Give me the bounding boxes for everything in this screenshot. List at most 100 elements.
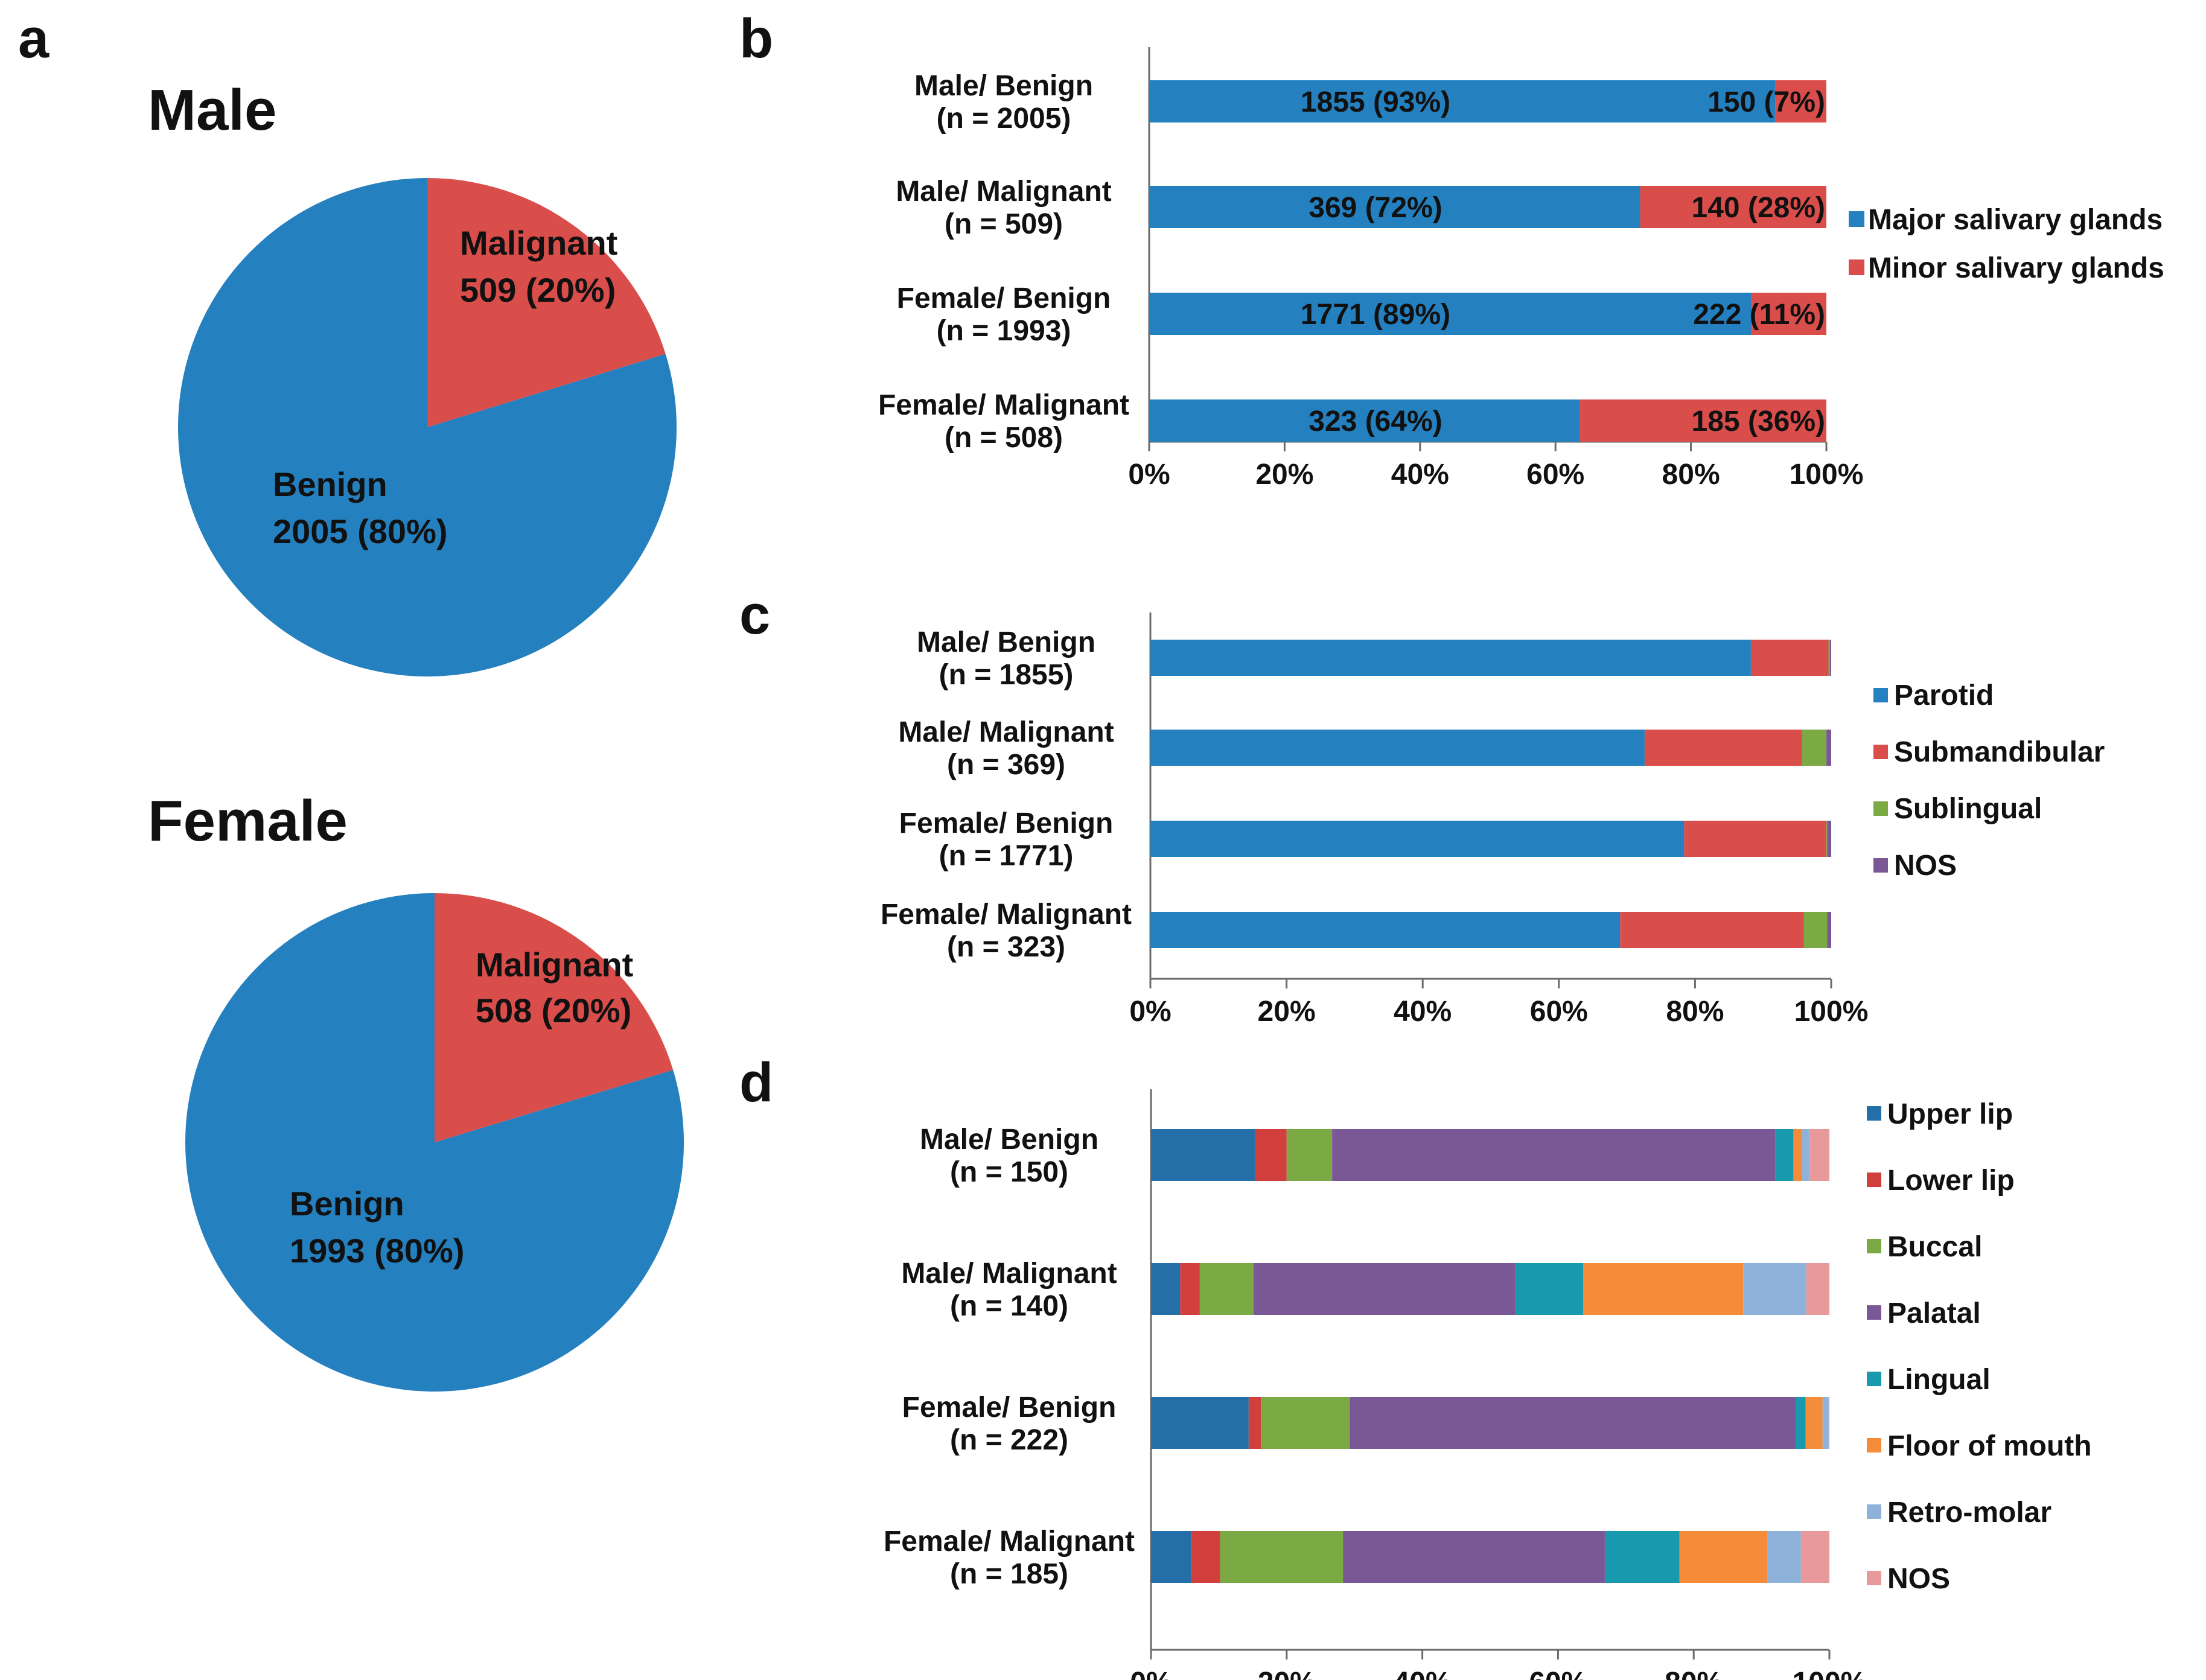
legend-swatch-major [1849, 211, 1864, 227]
x-tick-label: 100% [1793, 1667, 1867, 1680]
panel-letter-d: d [739, 1052, 773, 1113]
panel-letter-a: a [18, 8, 49, 69]
bar-segment-lower-lip [1248, 1397, 1261, 1449]
legend-label-sublingual: Sublingual [1894, 793, 2042, 825]
legend-swatch-submandibular [1873, 745, 1888, 759]
bar-segment-submandibular [1684, 821, 1827, 857]
legend-d: Upper lip Lower lip Buccal Palatal Lingu… [1867, 1098, 2092, 1595]
category-label: Female/ Benign [897, 282, 1111, 314]
bar-segment-buccal [1261, 1397, 1350, 1449]
pie-slice-benign [178, 178, 677, 676]
x-tick-label: 60% [1526, 459, 1584, 491]
category-count-label: (n = 222) [950, 1424, 1068, 1456]
bar-segment-minor-salivary-glands [1751, 293, 1826, 335]
bar-segment-floor-of-mouth [1583, 1263, 1744, 1315]
data-label-major-salivary-glands: 369 (72%) [1309, 192, 1442, 224]
bar-segment-retro-molar [1767, 1531, 1801, 1583]
x-tick-label: 60% [1529, 1667, 1587, 1680]
bar-segment-upper-lip [1151, 1397, 1249, 1449]
legend-label-nos: NOS [1894, 850, 1957, 882]
pie-value-malignant: 508 (20%) [476, 991, 631, 1029]
pie-value-benign: 1993 (80%) [290, 1232, 465, 1270]
legend-label-lingual: Lingual [1887, 1364, 1991, 1396]
x-tick-label: 40% [1394, 1667, 1452, 1680]
data-label-minor-salivary-glands: 185 (36%) [1692, 406, 1825, 438]
bar-segment-minor-salivary-glands [1580, 399, 1826, 442]
bar-segment-retro-molar [1822, 1397, 1829, 1449]
bar-segment-minor-salivary-glands [1640, 186, 1826, 228]
legend-swatch-lower-lip [1867, 1172, 1881, 1187]
category-label: Male/ Benign [917, 626, 1095, 658]
bar-segment-major-salivary-glands [1149, 293, 1752, 335]
category-label: Female/ Malignant [881, 899, 1132, 931]
bar-segment-sublingual [1826, 821, 1828, 857]
data-label-major-salivary-glands: 1855 (93%) [1301, 86, 1450, 118]
pie-value-benign: 2005 (80%) [273, 512, 448, 550]
x-tick-label: 0% [1129, 996, 1171, 1028]
bar-segment-lingual [1515, 1263, 1583, 1315]
bar-segment-buccal [1220, 1531, 1344, 1583]
legend-label-major: Major salivary glands [1868, 204, 2163, 236]
legend-swatch-minor [1849, 259, 1864, 275]
legend-label-buccal: Buccal [1887, 1231, 1982, 1263]
x-tick-label: 40% [1394, 996, 1452, 1028]
legend-label-palatal: Palatal [1887, 1297, 1981, 1329]
legend-label-lower-lip: Lower lip [1887, 1165, 2015, 1197]
bar-segment-sublingual [1828, 640, 1830, 676]
x-tick-label: 40% [1391, 459, 1449, 491]
legend-label-parotid: Parotid [1894, 679, 1994, 711]
pie-title-male: Male [148, 78, 276, 142]
x-tick-label: 20% [1258, 1667, 1316, 1680]
data-label-minor-salivary-glands: 150 (7%) [1707, 86, 1825, 118]
bar-segment-floor-of-mouth [1805, 1397, 1823, 1449]
bar-segment-floor-of-mouth [1679, 1531, 1768, 1583]
legend-b: Major salivary glands Minor salivary gla… [1849, 204, 2164, 284]
pie-label-malignant: Malignant [460, 224, 617, 262]
x-tick-label: 20% [1255, 459, 1313, 491]
legend-label-retro-molar: Retro-molar [1887, 1497, 2051, 1529]
category-count-label: (n = 509) [945, 208, 1063, 240]
bar-segment-buccal [1199, 1263, 1254, 1315]
bar-segment-buccal [1286, 1129, 1333, 1181]
bar-chart-d: 0% 20% 40% 60% 80% 100% Male/ Benign(n = 150) M… [884, 1089, 1866, 1680]
bar-segment-lower-lip [1254, 1129, 1287, 1181]
bar-segment-retro-molar [1802, 1129, 1809, 1181]
bar-segment-palatal [1343, 1531, 1605, 1583]
bar-segment-lingual [1796, 1397, 1806, 1449]
bar-segment-palatal [1350, 1397, 1796, 1449]
pie-slice-benign [185, 893, 684, 1392]
bar-segment-parotid [1150, 821, 1685, 857]
category-count-label: (n = 150) [950, 1156, 1068, 1188]
pie-slice-malignant [427, 178, 666, 427]
x-tick-label: 0% [1128, 459, 1170, 491]
pie-label-benign: Benign [273, 465, 387, 503]
category-label: Female/ Malignant [884, 1526, 1135, 1558]
bar-chart-b: 0% 20% 40% 60% 80% 100% Male/ Benign(n = 2005)… [878, 47, 1863, 491]
data-label-major-salivary-glands: 1771 (89%) [1301, 299, 1450, 331]
bar-segment-floor-of-mouth [1793, 1129, 1803, 1181]
bar-segment-major-salivary-glands [1149, 186, 1640, 228]
bar-segment-submandibular [1644, 730, 1802, 766]
bar-segment-nos [1827, 912, 1831, 948]
x-tick-label: 80% [1665, 1667, 1723, 1680]
panel-letter-b: b [739, 8, 773, 69]
category-label: Male/ Malignant [898, 716, 1114, 748]
legend-swatch-nos [1867, 1571, 1881, 1585]
category-count-label: (n = 185) [950, 1558, 1068, 1590]
category-count-label: (n = 1771) [939, 840, 1074, 872]
x-tick-label: 0% [1130, 1667, 1172, 1680]
category-label: Female/ Malignant [878, 389, 1129, 421]
bar-segment-lower-lip [1180, 1263, 1200, 1315]
legend-swatch-nos [1873, 858, 1888, 873]
legend-label-minor: Minor salivary glands [1868, 252, 2164, 284]
category-label: Male/ Benign [914, 70, 1093, 102]
x-tick-label: 100% [1794, 996, 1869, 1028]
legend-label-nos: NOS [1887, 1563, 1950, 1595]
category-label: Female/ Benign [902, 1392, 1117, 1424]
category-label: Female/ Benign [899, 807, 1114, 839]
bar-segment-parotid [1150, 912, 1621, 948]
x-tick-label: 80% [1662, 459, 1720, 491]
bar-segment-upper-lip [1151, 1531, 1191, 1583]
legend-label-submandibular: Submandibular [1894, 736, 2105, 768]
legend-swatch-floor-of-mouth [1867, 1438, 1881, 1452]
